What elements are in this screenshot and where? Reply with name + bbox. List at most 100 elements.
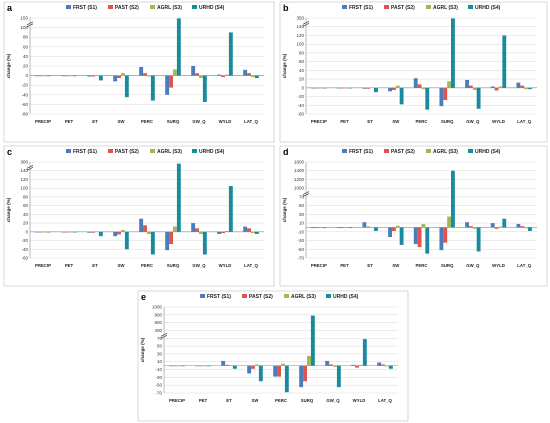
bar-agrl-pet <box>344 87 349 89</box>
legend-entry: PAST (S2) <box>391 5 415 11</box>
y-tick-label: 1200 <box>294 177 305 182</box>
y-tick-label: 1000 <box>152 305 163 310</box>
bar-urhd-et <box>374 87 378 93</box>
legend-entry: URHD (S4) <box>199 149 225 155</box>
bar-urhd-perc <box>425 227 430 254</box>
bar-agrl-wyld <box>498 86 503 88</box>
bar-agrl-lat_q <box>251 231 255 234</box>
bar-frst-precip <box>35 231 40 233</box>
x-category-label: SW <box>118 119 126 124</box>
legend-swatch <box>200 294 205 298</box>
bar-urhd-lat_q <box>254 75 259 78</box>
bar-urhd-gw_q <box>476 227 481 252</box>
y-tick-label: -50 <box>297 247 304 252</box>
y-tick-label: 80 <box>23 35 29 40</box>
legend-swatch <box>108 149 113 153</box>
y-tick-label: 80 <box>23 194 29 199</box>
panel-border <box>279 1 548 143</box>
bar-urhd-perc <box>150 75 155 101</box>
y-tick-label: 10 <box>299 221 305 226</box>
bar-agrl-sw <box>255 364 259 366</box>
legend-swatch <box>108 5 113 9</box>
bar-urhd-wyld <box>228 186 233 232</box>
legend-swatch <box>150 5 155 9</box>
y-tick-label: 350 <box>296 16 304 21</box>
panel-border <box>279 145 548 287</box>
y-tick-label: -40 <box>21 247 28 252</box>
legend-swatch <box>192 149 197 153</box>
bar-frst-gw_q <box>191 223 196 232</box>
bar-urhd-wyld <box>502 218 507 228</box>
legend-entry: PAST (S2) <box>115 149 139 155</box>
bar-frst-perc <box>413 78 418 88</box>
bar-frst-et <box>87 231 92 233</box>
bar-urhd-lat_q <box>528 227 532 231</box>
x-category-label: PRECIP <box>35 119 51 124</box>
bar-frst-lat_q <box>243 69 248 76</box>
x-category-label: SURQ <box>167 119 180 124</box>
bar-past-gw_q <box>468 85 473 88</box>
x-category-label: ET <box>367 263 373 268</box>
bar-agrl-perc <box>421 87 426 90</box>
bar-past-wyld <box>494 87 499 91</box>
x-category-label: PERC <box>141 263 153 268</box>
bar-agrl-precip <box>43 231 47 233</box>
bar-urhd-sw <box>399 227 404 245</box>
bar-frst-sw <box>113 75 118 82</box>
legend-entry: FRST (S1) <box>349 149 373 155</box>
bar-urhd-gw_q <box>202 75 207 102</box>
bar-past-surq <box>169 75 173 88</box>
bar-frst-precip <box>311 227 315 229</box>
x-category-label: PET <box>340 119 349 124</box>
legend-entry: URHD (S4) <box>333 294 359 300</box>
bar-urhd-surq <box>176 163 181 232</box>
bar-past-pet <box>340 227 345 229</box>
x-category-label: SW <box>392 263 400 268</box>
bar-urhd-gw_q <box>336 365 341 388</box>
bar-agrl-gw_q <box>472 227 477 229</box>
bar-past-et <box>366 226 371 228</box>
bar-past-gw_q <box>329 364 333 366</box>
legend-swatch <box>326 294 331 298</box>
y-tick-label: 140 <box>20 168 28 173</box>
chart-panel-b: b FRST (S1) PAST (S2) AGRL (S3) URHD (S4) -60… <box>279 1 548 143</box>
bar-urhd-precip <box>322 227 327 229</box>
legend-entry: URHD (S4) <box>475 149 501 155</box>
bar-urhd-et <box>232 365 237 369</box>
y-tick-label: -40 <box>297 103 304 108</box>
bar-urhd-sw <box>124 75 129 98</box>
bar-past-surq <box>169 231 173 245</box>
bar-frst-gw_q <box>465 79 469 88</box>
bar-agrl-pet <box>203 365 207 367</box>
bar-agrl-surq <box>173 226 177 232</box>
bar-urhd-sw <box>399 87 404 105</box>
legend-swatch <box>66 149 71 153</box>
x-category-label: GW_Q <box>466 119 480 124</box>
bar-urhd-sw <box>258 365 263 382</box>
legend-entry: AGRL (S3) <box>291 294 316 300</box>
legend-entry: AGRL (S3) <box>157 149 182 155</box>
bar-past-sw <box>117 75 121 78</box>
x-category-label: LAT_Q <box>244 263 258 268</box>
bar-past-et <box>366 87 371 89</box>
bar-agrl-precip <box>43 75 47 77</box>
bar-agrl-pet <box>344 227 349 229</box>
bar-frst-precip <box>169 365 174 367</box>
bar-frst-perc <box>273 365 278 377</box>
x-category-label: GW_Q <box>192 119 206 124</box>
bar-past-pet <box>340 87 345 89</box>
bar-past-perc <box>277 365 281 377</box>
bar-urhd-gw_q <box>202 231 207 255</box>
bar-agrl-lat_q <box>385 365 389 367</box>
x-category-label: WYLD <box>492 263 505 268</box>
bar-agrl-precip <box>318 87 323 89</box>
legend-entry: PAST (S2) <box>115 5 139 11</box>
bar-agrl-et <box>370 87 375 88</box>
x-category-label: SURQ <box>167 263 180 268</box>
x-category-label: PRECIP <box>35 263 51 268</box>
bar-frst-et <box>362 87 367 89</box>
bar-agrl-perc <box>281 363 285 366</box>
y-tick-label: 1600 <box>294 160 305 165</box>
x-category-label: GW_Q <box>326 398 340 403</box>
y-tick-label: -70 <box>155 391 162 396</box>
